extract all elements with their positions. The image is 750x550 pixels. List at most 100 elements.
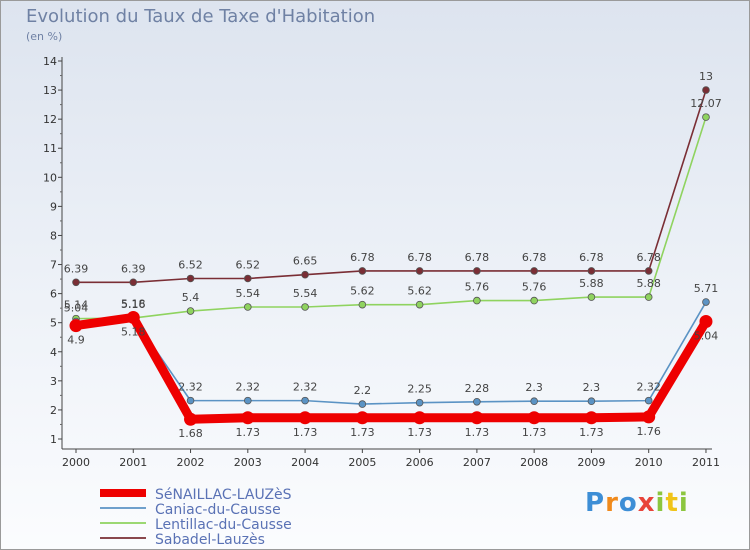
- data-label: 1.76: [636, 425, 661, 438]
- chart-title: Evolution du Taux de Taxe d'Habitation: [26, 6, 376, 27]
- x-tick-label: 2007: [463, 456, 491, 469]
- data-label: 5.54: [236, 287, 261, 300]
- data-point: [584, 411, 598, 425]
- data-label: 5.18: [121, 325, 146, 338]
- legend-label: Lentillac-du-Causse: [155, 517, 292, 533]
- data-label: 1.73: [522, 426, 547, 439]
- data-label: 6.78: [522, 251, 547, 264]
- y-unit-label: (en %): [26, 30, 63, 43]
- data-label: 5.76: [522, 281, 547, 294]
- y-tick-label: 7: [50, 259, 57, 272]
- data-point: [358, 267, 367, 275]
- data-label: 1.73: [579, 426, 604, 439]
- data-point: [72, 278, 80, 287]
- data-label: 5.14: [64, 299, 89, 312]
- y-tick-label: 5: [50, 317, 57, 330]
- x-tick-label: 2010: [635, 456, 663, 469]
- data-point: [129, 278, 138, 287]
- data-label: 2.3: [525, 381, 543, 394]
- y-tick-label: 9: [50, 200, 57, 213]
- data-label: 5.88: [579, 277, 604, 290]
- data-point: [644, 293, 653, 301]
- data-point: [642, 410, 656, 424]
- data-label: 1.73: [350, 426, 375, 439]
- data-label: 5.62: [350, 285, 375, 298]
- data-point: [301, 270, 309, 279]
- data-point: [184, 412, 198, 426]
- data-point: [415, 300, 424, 309]
- data-point: [186, 396, 195, 405]
- data-point: [587, 397, 596, 406]
- data-label: 1.73: [293, 426, 318, 439]
- data-point: [473, 296, 481, 305]
- data-label: 2.3: [583, 381, 601, 394]
- data-point: [186, 274, 195, 283]
- y-tick-label: 8: [50, 229, 57, 242]
- data-label: 2.25: [407, 383, 432, 396]
- data-label: 1.68: [178, 427, 203, 440]
- data-label: 12.07: [690, 97, 722, 110]
- data-label: 2.32: [636, 381, 661, 394]
- series-line-4: [76, 89, 707, 284]
- proxiti-logo: Proxiti: [585, 488, 689, 518]
- y-tick-label: 4: [50, 346, 57, 359]
- data-label: 2.32: [293, 381, 318, 394]
- data-point: [244, 303, 252, 311]
- data-point: [530, 267, 538, 275]
- data-label: 6.39: [121, 262, 146, 275]
- data-label: 1.73: [465, 426, 490, 439]
- y-tick-label: 1: [50, 433, 57, 446]
- data-label: 5.62: [407, 285, 432, 298]
- series-line-1: [75, 312, 710, 424]
- data-point: [702, 298, 710, 306]
- data-point: [587, 293, 596, 301]
- data-label: 6.78: [350, 251, 375, 264]
- x-tick-label: 2003: [234, 456, 262, 469]
- data-point: [186, 307, 195, 315]
- data-label: 1.73: [236, 426, 261, 439]
- data-point: [530, 296, 538, 305]
- legend-label: SéNAILLAC-LAUZèS: [155, 487, 292, 503]
- x-tick-label: 2011: [692, 456, 720, 469]
- data-label: 5.4: [182, 291, 200, 304]
- x-tick-label: 2000: [62, 456, 90, 469]
- data-point: [587, 267, 596, 275]
- data-point: [355, 411, 369, 425]
- data-label: 6.52: [236, 258, 261, 271]
- data-label: 5.76: [465, 281, 490, 294]
- x-tick-label: 2005: [348, 456, 376, 469]
- series-line-3: [75, 116, 707, 320]
- data-point: [702, 86, 710, 94]
- data-label: 2.32: [236, 381, 261, 394]
- y-tick-label: 2: [50, 404, 57, 417]
- data-point: [298, 411, 312, 425]
- data-label: 2.2: [354, 384, 372, 397]
- data-label: 6.78: [465, 251, 490, 264]
- data-point: [358, 300, 367, 309]
- data-point: [301, 396, 309, 405]
- y-tick-label: 3: [50, 375, 57, 388]
- data-point: [473, 267, 481, 275]
- data-point: [473, 397, 481, 406]
- data-label: 6.78: [407, 251, 432, 264]
- data-label: 5.18: [121, 297, 146, 310]
- data-label: 6.39: [64, 262, 89, 275]
- y-tick-label: 10: [43, 171, 57, 184]
- legend-label: Caniac-du-Causse: [155, 502, 281, 518]
- data-point: [415, 398, 424, 407]
- x-tick-label: 2001: [119, 456, 147, 469]
- data-point: [241, 411, 255, 425]
- data-point: [470, 411, 484, 425]
- data-label: 13: [699, 70, 713, 83]
- data-label: 5.04: [694, 330, 719, 343]
- data-point: [358, 400, 367, 408]
- y-tick-label: 12: [43, 113, 57, 126]
- data-point: [702, 113, 710, 121]
- y-tick-label: 13: [43, 84, 57, 97]
- data-label: 4.9: [67, 334, 85, 347]
- data-label: 1.73: [407, 426, 432, 439]
- series-line-2: [75, 301, 707, 405]
- x-tick-label: 2002: [177, 456, 205, 469]
- data-point: [644, 267, 653, 275]
